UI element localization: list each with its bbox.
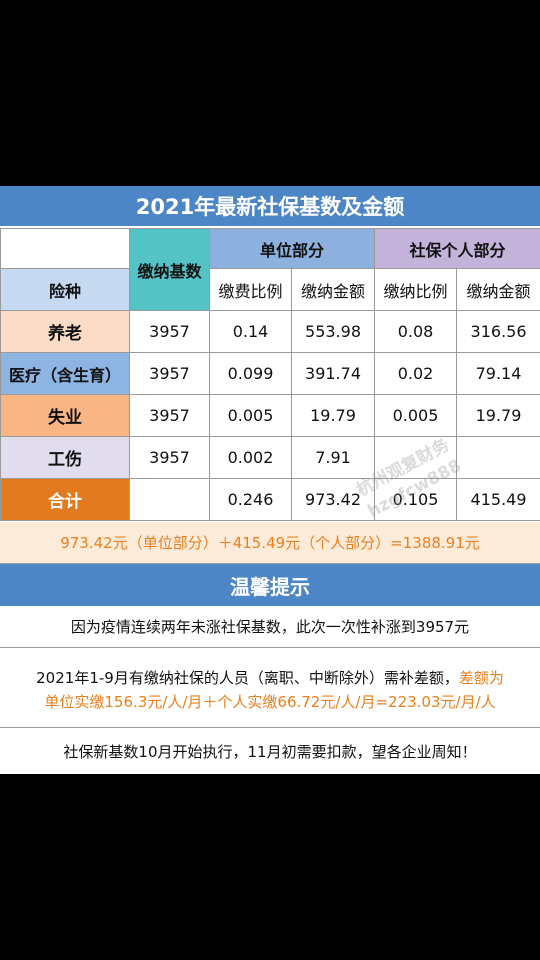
- row-unit-amount: 7.91: [290, 436, 376, 479]
- table-row: 养老 3957 0.14 553.98 0.08 316.56: [0, 310, 540, 353]
- row-personal-rate: 0.02: [374, 352, 458, 395]
- total-label: 合计: [0, 478, 130, 521]
- total-personal-amount: 415.49: [456, 478, 540, 521]
- header-unit-part: 单位部分: [208, 228, 376, 269]
- header-base: 缴纳基数: [129, 228, 210, 311]
- tip-line-1: 因为疫情连续两年未涨社保基数，此次一次性补涨到3957元: [0, 606, 540, 648]
- row-type: 工伤: [0, 436, 130, 479]
- tip-line-3: 社保新基数10月开始执行，11月初需要扣款，望各企业周知！: [63, 742, 477, 761]
- row-personal-amount: 79.14: [456, 352, 540, 395]
- row-unit-rate: 0.14: [209, 310, 292, 353]
- table-row: 工伤 3957 0.002 7.91: [0, 436, 540, 479]
- row-personal-amount: 19.79: [456, 394, 540, 437]
- tip-line-2-highlight-a: 差额为: [458, 669, 504, 687]
- row-personal-rate: 0.005: [374, 394, 458, 437]
- row-base: 3957: [129, 394, 210, 437]
- row-unit-rate: 0.099: [209, 352, 292, 395]
- tips-title: 温馨提示: [0, 564, 540, 606]
- header-personal-part: 社保个人部分: [374, 228, 540, 269]
- row-personal-rate: 0.08: [374, 310, 458, 353]
- header-unit-amount: 缴纳金额: [290, 268, 376, 311]
- blank-header-cell: [0, 228, 130, 269]
- row-type: 医疗（含生育）: [0, 352, 130, 395]
- header-type: 险种: [0, 268, 130, 311]
- row-base: 3957: [129, 310, 210, 353]
- row-type: 养老: [0, 310, 130, 353]
- row-unit-amount: 553.98: [290, 310, 376, 353]
- tip-line-2: 2021年1-9月有缴纳社保的人员（离职、中断除外）需补差额，差额为 单位实缴1…: [0, 648, 540, 728]
- header-personal-rate: 缴纳比例: [374, 268, 458, 311]
- row-base: 3957: [129, 352, 210, 395]
- row-unit-amount: 19.79: [290, 394, 376, 437]
- total-summary: 973.42元（单位部分）＋415.49元（个人部分）=1388.91元: [0, 522, 540, 564]
- row-personal-rate: [374, 436, 458, 479]
- tip-line-2-text: 2021年1-9月有缴纳社保的人员（离职、中断除外）需补差额，: [36, 669, 459, 687]
- insurance-table: 缴纳基数 单位部分 社保个人部分 险种 缴费比例 缴纳金额 缴纳比例 缴纳金额 …: [0, 228, 540, 521]
- total-unit-amount: 973.42: [290, 478, 376, 521]
- row-unit-rate: 0.002: [209, 436, 292, 479]
- row-personal-amount: 316.56: [456, 310, 540, 353]
- total-unit-rate: 0.246: [209, 478, 292, 521]
- row-unit-amount: 391.74: [290, 352, 376, 395]
- row-base: 3957: [129, 436, 210, 479]
- header-unit-rate: 缴费比例: [209, 268, 292, 311]
- table-title: 2021年最新社保基数及金额: [0, 186, 540, 228]
- total-base: [129, 478, 210, 521]
- social-insurance-card: 2021年最新社保基数及金额 缴纳基数 单位部分 社保个人部分 险种 缴费比例 …: [0, 186, 540, 774]
- row-personal-amount: [456, 436, 540, 479]
- total-row: 合计 0.246 973.42 0.105 415.49: [0, 478, 540, 521]
- table-row: 失业 3957 0.005 19.79 0.005 19.79: [0, 394, 540, 437]
- row-type: 失业: [0, 394, 130, 437]
- tip-line-2-highlight-b: 单位实缴156.3元/人/月＋个人实缴66.72元/人/月=223.03元/月/…: [44, 693, 496, 711]
- table-row: 医疗（含生育） 3957 0.099 391.74 0.02 79.14: [0, 352, 540, 395]
- total-personal-rate: 0.105: [374, 478, 458, 521]
- row-unit-rate: 0.005: [209, 394, 292, 437]
- header-personal-amount: 缴纳金额: [456, 268, 540, 311]
